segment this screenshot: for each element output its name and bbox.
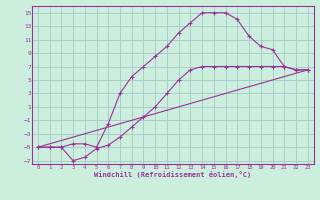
X-axis label: Windchill (Refroidissement éolien,°C): Windchill (Refroidissement éolien,°C): [94, 171, 252, 178]
